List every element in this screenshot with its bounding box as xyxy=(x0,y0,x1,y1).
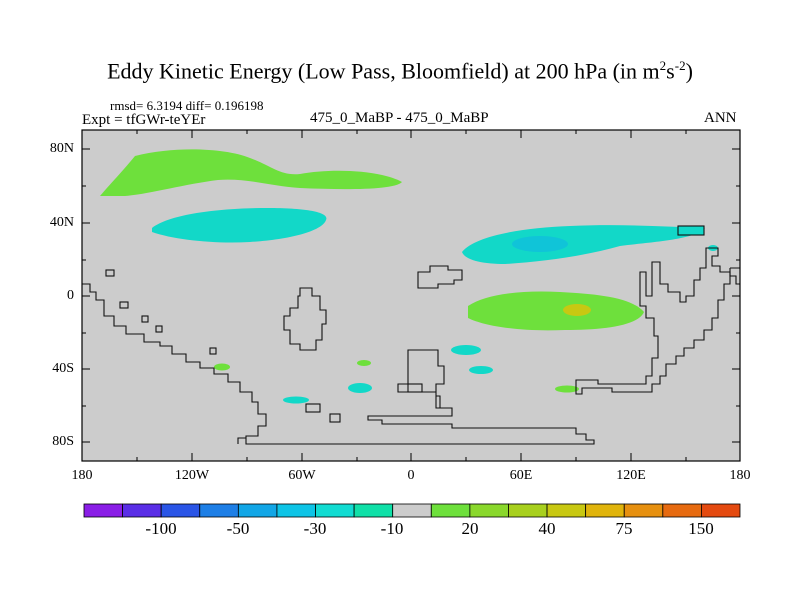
colorbar-swatch xyxy=(430,503,471,518)
negative-patch-north-atlantic xyxy=(462,225,705,264)
tick-marks xyxy=(82,130,740,461)
coastline-boxed-region xyxy=(677,225,705,236)
colorbar-swatch xyxy=(353,503,394,518)
case-comparison-label: 475_0_MaBP - 475_0_MaBP xyxy=(310,110,489,126)
negative-patch-south-2 xyxy=(469,366,493,374)
colorbar-label: 20 xyxy=(461,519,479,538)
experiment-label: Expt = tfGWr-teYEr xyxy=(82,112,206,128)
map-background xyxy=(82,130,740,461)
y-tick-80s: 80S xyxy=(52,434,74,449)
colorbar-swatch xyxy=(160,503,201,518)
x-tick-0: 0 xyxy=(407,468,415,483)
colorbar-label: 40 xyxy=(538,519,556,538)
colorbar-swatch xyxy=(701,503,741,518)
negative-patch-south-4 xyxy=(283,396,309,404)
y-tick-40s: 40S xyxy=(52,361,74,376)
colorbar-swatch xyxy=(237,503,278,518)
x-tick-180w: 180 xyxy=(71,468,93,483)
colorbar-swatch xyxy=(392,503,432,518)
colorbar-swatch xyxy=(508,503,548,518)
season-label: ANN xyxy=(704,110,737,126)
negative-patch-south-3 xyxy=(348,383,372,393)
negative-patch-north-pacific xyxy=(152,208,327,243)
negative-core-north-atlantic xyxy=(512,236,568,252)
colorbar-swatch xyxy=(469,503,509,518)
colorbar-swatch xyxy=(199,503,239,518)
positive-patch-indian-ocean xyxy=(468,291,644,331)
colorbar xyxy=(83,503,741,518)
x-tick-120w: 120W xyxy=(174,468,210,483)
x-tick-60w: 60W xyxy=(288,468,316,483)
positive-patch-south-3 xyxy=(555,385,579,393)
peak-patch-indian-ocean xyxy=(563,304,591,316)
plot-title: Eddy Kinetic Energy (Low Pass, Bloomfiel… xyxy=(107,58,693,84)
colorbar-swatch xyxy=(623,503,664,518)
coastlines xyxy=(82,225,740,445)
x-tick-120e: 120E xyxy=(616,468,646,483)
x-tick-180e: 180 xyxy=(729,468,751,483)
negative-patch-south-1 xyxy=(451,345,481,355)
colorbar-label: -10 xyxy=(380,519,404,538)
x-tick-60e: 60E xyxy=(509,468,533,483)
colorbar-swatch xyxy=(315,503,355,518)
colorbar-label: -30 xyxy=(303,519,327,538)
y-tick-0: 0 xyxy=(67,288,74,303)
colorbar-label: 75 xyxy=(615,519,633,538)
negative-patch-boxed xyxy=(678,226,704,235)
colorbar-swatch xyxy=(276,503,316,518)
colorbar-label: -100 xyxy=(145,519,177,538)
colorbar-swatch xyxy=(122,503,162,518)
positive-patch-south-2 xyxy=(357,360,371,366)
colorbar-label: -50 xyxy=(226,519,250,538)
positive-patch-south-1 xyxy=(214,363,230,371)
y-tick-40n: 40N xyxy=(49,215,74,230)
colorbar-swatch xyxy=(546,503,587,518)
colorbar-swatch xyxy=(585,503,625,518)
positive-patch-arctic xyxy=(100,149,402,196)
y-tick-80n: 80N xyxy=(49,141,74,156)
colorbar-swatch xyxy=(83,503,123,518)
colorbar-swatch xyxy=(662,503,702,518)
rmsd-diff-stats: rmsd= 6.3194 diff= 0.196198 xyxy=(110,98,264,113)
colorbar-label: 150 xyxy=(688,519,714,538)
